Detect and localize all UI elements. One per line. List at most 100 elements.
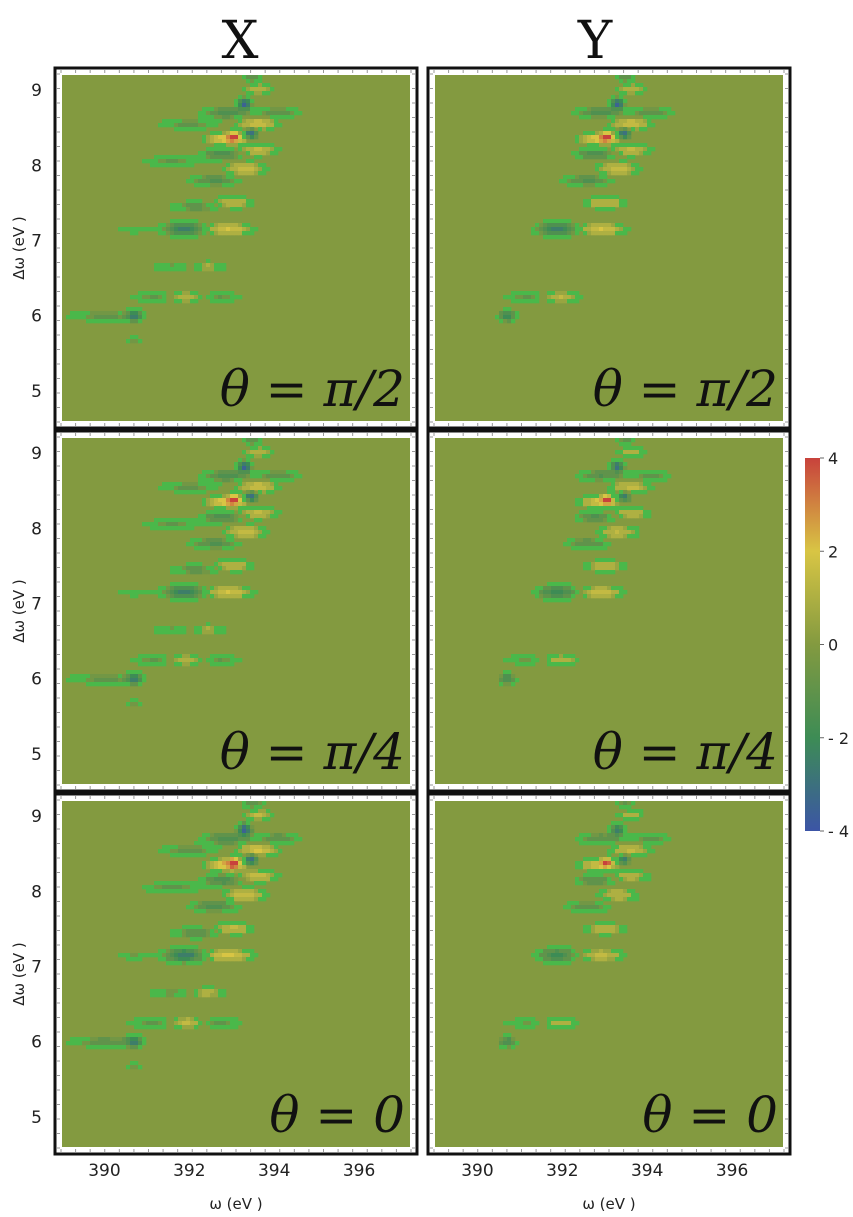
heatmap-cell [214, 925, 219, 930]
heatmap-cell [158, 267, 163, 272]
heatmap-cell [603, 530, 608, 535]
heatmap-cell [174, 630, 179, 635]
heatmap-cell [198, 474, 203, 479]
heatmap-cell [130, 1041, 135, 1046]
heatmap-cell [643, 111, 648, 116]
heatmap-cell [499, 1045, 504, 1050]
heatmap-cell [162, 163, 167, 168]
heatmap-cell [166, 263, 171, 268]
heatmap-cell [210, 570, 215, 575]
heatmap-cell [138, 682, 143, 687]
heatmap-cell [254, 514, 259, 519]
heatmap-cell [238, 825, 243, 830]
heatmap-cell [210, 865, 215, 870]
heatmap-cell [142, 311, 147, 316]
y-tick-label: 7 [31, 957, 42, 977]
heatmap-cell [106, 311, 111, 316]
heatmap-cell [222, 877, 227, 882]
x-tick-label: 396 [716, 1161, 748, 1181]
heatmap-cell [603, 163, 608, 168]
heatmap-cell [619, 853, 624, 858]
heatmap-cell [210, 833, 215, 838]
heatmap-cell [214, 478, 219, 483]
heatmap-cell [226, 498, 231, 503]
heatmap-cell [262, 534, 267, 539]
heatmap-cell [567, 235, 572, 240]
heatmap-cell [591, 147, 596, 152]
heatmap-cell [567, 598, 572, 603]
heatmap-cell [242, 458, 247, 463]
heatmap-cell [230, 534, 235, 539]
heatmap-cell [94, 678, 99, 683]
heatmap-cell [178, 889, 183, 894]
heatmap-cell [194, 299, 199, 304]
heatmap-cell [266, 91, 271, 96]
heatmap-cell [210, 135, 215, 140]
heatmap-cell [206, 151, 211, 156]
heatmap-cell [218, 594, 223, 599]
heatmap-cell [162, 526, 167, 531]
heatmap-cell [270, 849, 275, 854]
panel-label-theta-pi-4: θ = π/4 [593, 723, 778, 781]
heatmap-cell [230, 207, 235, 212]
heatmap-cell [647, 107, 652, 112]
heatmap-cell [603, 897, 608, 902]
heatmap-cell [635, 530, 640, 535]
heatmap-cell [218, 506, 223, 511]
heatmap-cell [190, 658, 195, 663]
heatmap-cell [611, 179, 616, 184]
heatmap-cell [274, 833, 279, 838]
heatmap-cell [190, 586, 195, 591]
heatmap-cell [607, 590, 612, 595]
heatmap-cell [130, 315, 135, 320]
heatmap-cell [214, 626, 219, 631]
heatmap-cell [627, 873, 632, 878]
heatmap-cell [194, 590, 199, 595]
heatmap-cell [603, 570, 608, 575]
heatmap-cell [615, 534, 620, 539]
heatmap-cell [619, 75, 624, 80]
heatmap-cell [246, 833, 251, 838]
heatmap-cell [647, 482, 652, 487]
heatmap-cell [623, 111, 628, 116]
heatmap-cell [234, 231, 239, 236]
heatmap-cell [234, 131, 239, 136]
heatmap-cell [138, 1021, 143, 1026]
heatmap-cell [222, 921, 227, 926]
heatmap-cell [607, 861, 612, 866]
heatmap-cell [186, 853, 191, 858]
heatmap-cell [278, 111, 283, 116]
y-tick-label: 9 [31, 444, 42, 464]
heatmap-cell [210, 115, 215, 120]
heatmap-cell [190, 925, 195, 930]
heatmap-cell [238, 518, 243, 523]
heatmap-cell [262, 147, 267, 152]
heatmap-cell [591, 861, 596, 866]
heatmap-cell [238, 594, 243, 599]
heatmap-cell [587, 833, 592, 838]
heatmap-cell [595, 498, 600, 503]
heatmap-cell [174, 957, 179, 962]
heatmap-cell [559, 219, 564, 224]
heatmap-cell [599, 231, 604, 236]
heatmap-cell [214, 841, 219, 846]
heatmap-cell [178, 227, 183, 232]
heatmap-cell [150, 1021, 155, 1026]
heatmap-cell [190, 957, 195, 962]
heatmap-cell [258, 438, 263, 443]
heatmap-cell [210, 111, 215, 116]
heatmap-cell [202, 853, 207, 858]
heatmap-cell [607, 869, 612, 874]
heatmap-cell [206, 155, 211, 160]
heatmap-cell [202, 123, 207, 128]
heatmap-cell [206, 881, 211, 886]
heatmap-cell [591, 542, 596, 547]
heatmap-cell [587, 151, 592, 156]
heatmap-cell [210, 849, 215, 854]
heatmap-cell [210, 203, 215, 208]
heatmap-cell [198, 151, 203, 156]
heatmap-cell [587, 474, 592, 479]
heatmap-cell [555, 231, 560, 236]
heatmap-cell [603, 227, 608, 232]
